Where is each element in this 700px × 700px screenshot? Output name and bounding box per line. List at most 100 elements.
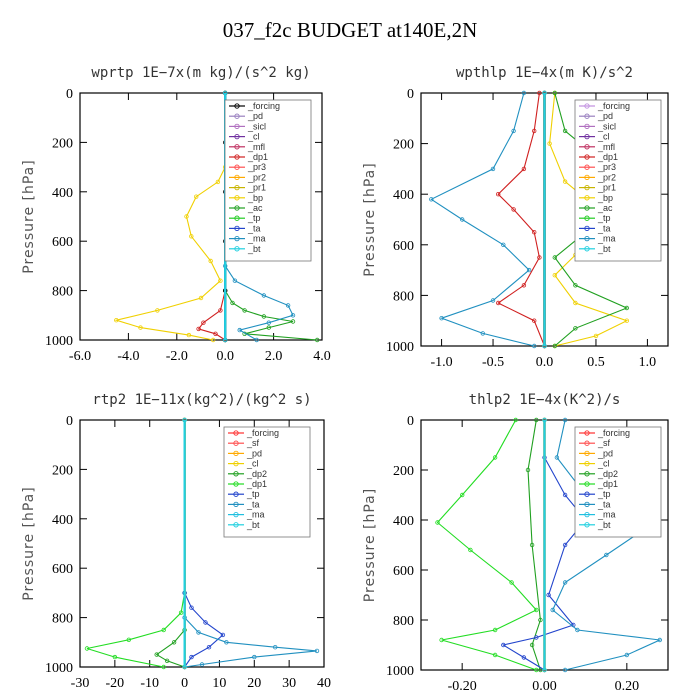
y-axis-label: Pressure [hPa]	[362, 488, 378, 602]
legend-entry: _dp1	[597, 479, 618, 489]
legend-marker	[234, 123, 240, 130]
series-point	[203, 620, 208, 625]
y-tick-label: 800	[52, 612, 73, 627]
series-point	[138, 325, 143, 330]
legend-marker	[584, 154, 590, 160]
series-point	[189, 654, 194, 660]
series-point	[232, 278, 238, 283]
series-point	[513, 417, 518, 423]
y-axis-label: Pressure [hPa]	[362, 162, 378, 276]
series-point	[552, 343, 557, 349]
legend-marker	[234, 184, 240, 191]
series-point	[604, 552, 609, 558]
series-point	[114, 318, 119, 323]
series-line-bp	[114, 93, 226, 341]
legend-marker	[234, 205, 240, 211]
legend-entry: _ma	[597, 234, 616, 244]
legend-entry: _forcing	[597, 428, 630, 438]
series-point	[490, 298, 496, 303]
legend-entry: _cl	[597, 459, 610, 469]
legend-marker	[234, 144, 240, 150]
series-point	[182, 664, 187, 670]
legend-marker	[234, 215, 240, 221]
legend-marker	[584, 174, 590, 181]
series-point	[562, 492, 568, 498]
legend-entry: _cl	[597, 132, 610, 142]
series-point	[164, 658, 170, 663]
legend-marker	[233, 501, 239, 508]
series-point	[501, 642, 506, 648]
series-point	[552, 273, 557, 278]
y-tick-label: 200	[393, 138, 414, 153]
legend-marker	[234, 113, 240, 119]
series-point	[155, 308, 160, 313]
legend-marker	[584, 113, 590, 119]
legend-entry: _mfl	[247, 142, 265, 152]
series-point	[532, 318, 537, 323]
series-point	[532, 343, 537, 349]
legend-marker	[584, 235, 590, 242]
series-line-tp	[501, 420, 587, 671]
legend-marker	[233, 440, 239, 446]
legend-entry: _cl	[246, 459, 259, 469]
series-point	[460, 217, 465, 222]
legend-marker	[584, 205, 590, 211]
legend-entry: _dp1	[246, 479, 267, 489]
panel-3: rtp2 1E−11x(kg^2)/(kg^2 s) Pressure [hPa]…	[21, 392, 331, 691]
series-point	[315, 337, 320, 343]
series-point	[550, 607, 555, 613]
y-tick-label: 400	[52, 513, 73, 528]
legend-entry: _forcing	[247, 101, 280, 111]
legend-marker	[584, 195, 590, 201]
series-point	[189, 234, 194, 239]
series-point	[521, 655, 527, 660]
series-point	[511, 207, 516, 212]
y-tick-label: 0	[407, 414, 414, 429]
x-tick-label: 0.00	[532, 679, 557, 694]
y-tick-label: 200	[52, 136, 73, 151]
series-line-ma	[430, 92, 535, 347]
series-point	[624, 305, 629, 311]
legend-marker	[584, 164, 590, 170]
legend-entry: _bt	[247, 244, 261, 254]
legend-marker	[233, 430, 239, 436]
legend: _forcing_pd_sicl_cl_mfl_dp1_pr3_pr2_pr1_…	[574, 99, 662, 262]
series-line-ma	[224, 93, 294, 341]
series-point	[196, 326, 201, 332]
legend-marker	[233, 450, 239, 457]
series-point	[266, 320, 271, 325]
y-tick-label: 400	[393, 514, 414, 529]
legend-entry: _pr1	[597, 183, 616, 193]
y-axis-label: Pressure [hPa]	[21, 159, 37, 273]
series-line-ac	[224, 93, 318, 341]
series-point	[509, 580, 514, 585]
legend: _forcing_sf_pd_cl_dp2_dp1_tp_ta_ma_bt	[574, 426, 662, 538]
series-point	[521, 166, 527, 172]
series-point	[261, 293, 267, 298]
legend-entry: _dp1	[597, 152, 618, 162]
y-tick-label: 1000	[45, 334, 73, 349]
series-point	[562, 128, 568, 134]
y-tick-label: 800	[52, 285, 73, 300]
series-point	[526, 267, 532, 273]
series-point	[218, 308, 223, 313]
series-point	[501, 242, 506, 247]
series-point	[206, 645, 212, 650]
series-point	[193, 194, 199, 199]
legend-marker	[234, 235, 240, 242]
series-point	[184, 214, 189, 219]
legend: _forcing_pd_sicl_cl_mfl_dp1_pr3_pr2_pr1_…	[224, 99, 312, 262]
series-line-dp1	[197, 93, 226, 341]
legend-marker	[584, 440, 590, 446]
series-point	[534, 607, 539, 613]
series-point	[439, 316, 444, 321]
x-tick-label: 10	[212, 676, 226, 691]
series-point	[554, 455, 560, 460]
series-line-dp1	[497, 92, 546, 347]
series-point	[532, 128, 537, 134]
series-point	[237, 327, 242, 333]
x-tick-label: 0	[181, 676, 188, 691]
legend-marker	[234, 133, 240, 140]
series-point	[542, 90, 547, 96]
